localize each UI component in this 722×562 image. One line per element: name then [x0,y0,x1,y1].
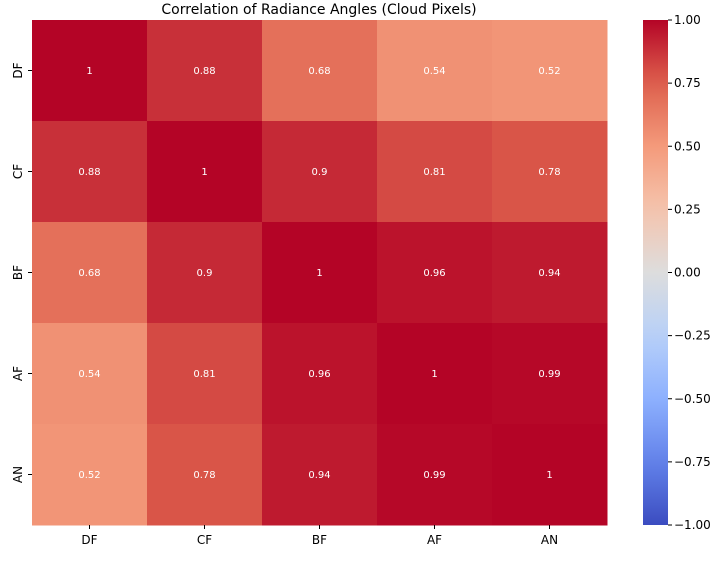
heatmap-cell [32,323,148,425]
colorbar: 1.00 0.75 0.50 0.25 0.00 −0.25 −0.50 −0.75 −1.00 [643,13,711,532]
cell-annotation: 0.68 [308,66,330,77]
x-axis: DF CF BF AF AN [81,525,558,547]
y-tick-label: DF [11,62,25,78]
heatmap-cell [262,20,378,122]
heatmap-cell [262,424,378,526]
heatmap-cell [262,222,378,324]
heatmap-cell [377,222,493,324]
x-tick-label: CF [197,533,212,547]
colorbar-tick-label: 0.50 [674,139,701,153]
colorbar-gradient [643,20,668,525]
cell-annotation: 0.81 [423,167,445,178]
colorbar-tick-label: −1.00 [674,518,711,532]
heatmap-cell [147,424,263,526]
cell-annotation: 0.96 [423,268,445,279]
heatmap-cell [377,20,493,122]
colorbar-tick-label: −0.50 [674,392,711,406]
x-tick-label: AF [427,533,442,547]
cell-annotation: 0.78 [193,470,215,481]
cell-annotations: 1 0.88 0.68 0.54 0.52 0.88 1 0.9 0.81 0.78 0.68 0.9… [78,66,560,481]
heatmap-cell [147,20,263,122]
heatmap-cell [377,424,493,526]
colorbar-tick-label: 0.25 [674,202,701,216]
cell-annotation: 0.9 [197,268,213,279]
cell-annotation: 0.88 [193,66,215,77]
heatmap-cell [32,20,148,122]
heatmap-cell [262,323,378,425]
cell-annotation: 0.9 [312,167,328,178]
heatmap-cell [32,424,148,526]
cell-annotation: 0.88 [78,167,100,178]
heatmap-cell [147,121,263,223]
heatmap-cells [32,20,608,526]
cell-annotation: 0.52 [538,66,560,77]
heatmap-cell [377,121,493,223]
heatmap-cell [147,323,263,425]
heatmap-cell [492,121,608,223]
y-tick-label: AF [11,366,25,381]
x-tick-label: BF [312,533,327,547]
heatmap-cell [492,424,608,526]
heatmap-cell [147,222,263,324]
y-axis: DF CF BF AF AN [11,62,32,483]
cell-annotation: 0.99 [538,369,560,380]
colorbar-tick-label: 0.00 [674,266,701,280]
heatmap-cell [492,222,608,324]
cell-annotation: 1 [431,369,437,380]
cell-annotation: 1 [316,268,322,279]
heatmap-cell [262,121,378,223]
heatmap-cell [377,323,493,425]
cell-annotation: 0.54 [423,66,445,77]
heatmap-cell [32,121,148,223]
cell-annotation: 0.99 [423,470,445,481]
heatmap-cell [492,323,608,425]
y-tick-label: CF [11,164,25,179]
cell-annotation: 1 [546,470,552,481]
chart-title: Correlation of Radiance Angles (Cloud Pi… [161,2,476,18]
heatmap-cell [32,222,148,324]
y-tick-label: BF [11,265,25,280]
cell-annotation: 0.78 [538,167,560,178]
colorbar-tick-label: −0.25 [674,329,711,343]
cell-annotation: 0.94 [308,470,330,481]
cell-annotation: 1 [201,167,207,178]
colorbar-tick-label: −0.75 [674,455,711,469]
x-tick-label: AN [541,533,558,547]
cell-annotation: 0.94 [538,268,560,279]
cell-annotation: 0.68 [78,268,100,279]
heatmap-cell [492,20,608,122]
y-tick-label: AN [11,466,25,483]
cell-annotation: 1 [86,66,92,77]
cell-annotation: 0.81 [193,369,215,380]
x-tick-label: DF [81,533,97,547]
cell-annotation: 0.52 [78,470,100,481]
colorbar-tick-label: 0.75 [674,76,701,90]
cell-annotation: 0.54 [78,369,100,380]
colorbar-tick-label: 1.00 [674,13,701,27]
cell-annotation: 0.96 [308,369,330,380]
